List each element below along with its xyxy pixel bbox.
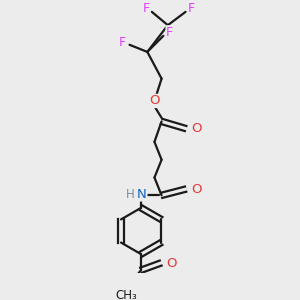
Text: H: H [126, 188, 135, 201]
Text: F: F [143, 2, 150, 15]
Text: O: O [166, 256, 177, 270]
Text: O: O [191, 122, 202, 135]
Text: F: F [119, 37, 126, 50]
Text: CH₃: CH₃ [115, 289, 137, 300]
Text: F: F [188, 2, 194, 15]
Text: O: O [191, 183, 202, 196]
Text: N: N [137, 188, 147, 201]
Text: F: F [166, 26, 173, 39]
Text: O: O [149, 94, 160, 107]
